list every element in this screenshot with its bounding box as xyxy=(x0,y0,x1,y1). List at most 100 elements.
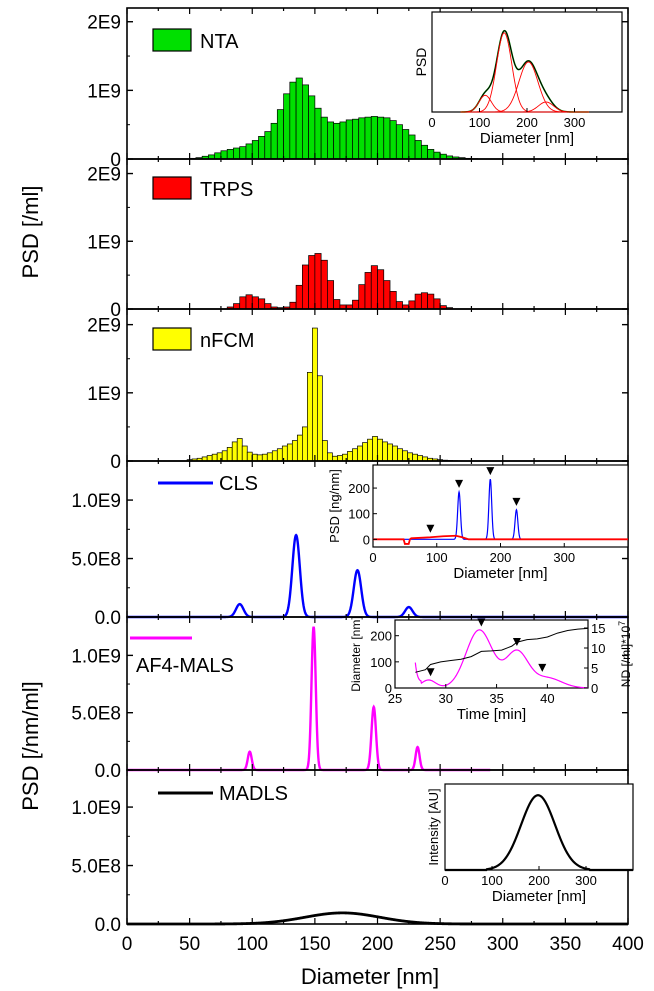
inset-y2-label-text: ND [/ml]*10 xyxy=(619,626,633,688)
bar xyxy=(420,144,428,160)
y-tick-label: 5.0E8 xyxy=(71,550,121,571)
y-tick-label: 1E9 xyxy=(87,81,121,102)
x-tick-label: 350 xyxy=(550,934,582,955)
inset-y2-label: ND [/ml]*107 xyxy=(617,621,633,687)
bar xyxy=(433,298,441,310)
legend-label: AF4-MALS xyxy=(136,655,234,677)
bar xyxy=(245,294,253,310)
legend-nta: NTA xyxy=(152,28,239,53)
bar xyxy=(412,453,418,462)
bar xyxy=(220,150,228,160)
inset-y2-tick-label: 10 xyxy=(591,641,605,656)
y-axis-label-top: PSD [/ml] xyxy=(18,186,43,279)
peak-marker xyxy=(486,467,495,476)
bar xyxy=(383,280,391,310)
inset-af4-inset: 0 100 200 0 5 10 15 25 30 35 40 Time [min] Diameter … xyxy=(349,616,633,723)
bar xyxy=(337,455,343,462)
bar xyxy=(251,453,258,462)
inset-cls-inset: 0 100 200 0 100 200 300 Diameter [nm] PSD [ng/nm… xyxy=(327,464,629,582)
inset-x-tick-label: 25 xyxy=(388,691,402,706)
bar xyxy=(364,116,372,160)
bar xyxy=(271,450,278,462)
y-axis-label-bottom: PSD [/nm/ml] xyxy=(18,681,43,811)
inset-x-tick-label: 300 xyxy=(553,550,575,565)
bar xyxy=(283,93,291,160)
bar xyxy=(402,129,410,160)
bar xyxy=(312,327,318,462)
peak-marker xyxy=(426,524,435,533)
inset-y-tick-label: 0 xyxy=(363,532,370,547)
bar xyxy=(308,95,316,160)
bar xyxy=(420,292,428,310)
inset-y-tick-label: 200 xyxy=(348,481,370,496)
inset-y-tick-label: 200 xyxy=(370,629,392,644)
bar xyxy=(241,445,248,462)
y-tick-label: 2E9 xyxy=(87,316,121,337)
bar xyxy=(389,291,397,310)
bar xyxy=(289,81,297,160)
bar xyxy=(327,121,335,160)
bar xyxy=(327,280,335,310)
y-tick-label: 1.0E9 xyxy=(71,798,121,819)
bar xyxy=(414,293,422,310)
panel-nta: 0 1E9 2E9 xyxy=(87,7,629,171)
panels: 01E92E901E92E901E92E90.05.0E81.0E90.05.0… xyxy=(71,7,644,955)
y-tick-label: 0 xyxy=(110,300,121,321)
peak-marker xyxy=(512,637,521,646)
inset-nd-curve xyxy=(414,629,589,689)
legend-trps: TRPS xyxy=(152,176,253,201)
peak-marker xyxy=(455,479,464,488)
inset-y2-tick-label: 5 xyxy=(591,661,598,676)
bar xyxy=(414,140,422,160)
inset-x-tick-label: 40 xyxy=(540,691,554,706)
bar xyxy=(339,121,347,160)
y-tick-label: 5.0E8 xyxy=(71,704,121,725)
y-tick-label: 1E9 xyxy=(87,384,121,405)
bar xyxy=(264,131,272,160)
legend-cls: CLS xyxy=(158,473,258,495)
bar xyxy=(327,452,333,462)
bars-nfcm xyxy=(186,327,479,462)
bar xyxy=(296,434,303,462)
bar xyxy=(276,109,284,160)
bar xyxy=(302,264,309,310)
y-tick-label: 0.0 xyxy=(95,915,121,936)
inset-y-tick-label: 100 xyxy=(370,655,392,670)
legend-label: MADLS xyxy=(219,783,288,805)
inset-curve xyxy=(460,101,589,113)
y-tick-label: 0.0 xyxy=(95,761,121,782)
bar xyxy=(295,77,303,160)
y-tick-label: 1E9 xyxy=(87,232,121,253)
bar xyxy=(370,265,378,310)
bar xyxy=(264,303,272,310)
bar xyxy=(417,455,423,462)
bar xyxy=(377,438,383,462)
inset-x-tick-label: 0 xyxy=(441,873,448,888)
bar xyxy=(357,445,363,462)
y-tick-label: 0 xyxy=(110,452,121,473)
x-tick-label: 250 xyxy=(424,934,456,955)
bar xyxy=(317,375,323,462)
bar xyxy=(345,119,353,160)
inset-frame xyxy=(444,783,634,871)
y-tick-label: 2E9 xyxy=(87,165,121,186)
inset-x-tick-label: 35 xyxy=(489,691,503,706)
peak-marker xyxy=(477,618,486,627)
bar xyxy=(270,122,278,160)
legend-swatch xyxy=(152,28,192,52)
bar xyxy=(266,452,273,462)
bar xyxy=(314,107,322,160)
inset-curve xyxy=(445,794,633,872)
legend-label: TRPS xyxy=(200,179,253,201)
inset-diameter-curve xyxy=(415,627,589,673)
y-tick-label: 1.0E9 xyxy=(71,491,121,512)
bar xyxy=(395,124,403,160)
inset-frame xyxy=(394,619,589,689)
legend-swatch xyxy=(152,327,192,351)
inset-x-tick-label: 300 xyxy=(575,873,597,888)
y-tick-label: 0.0 xyxy=(95,608,121,629)
bar xyxy=(236,438,243,462)
